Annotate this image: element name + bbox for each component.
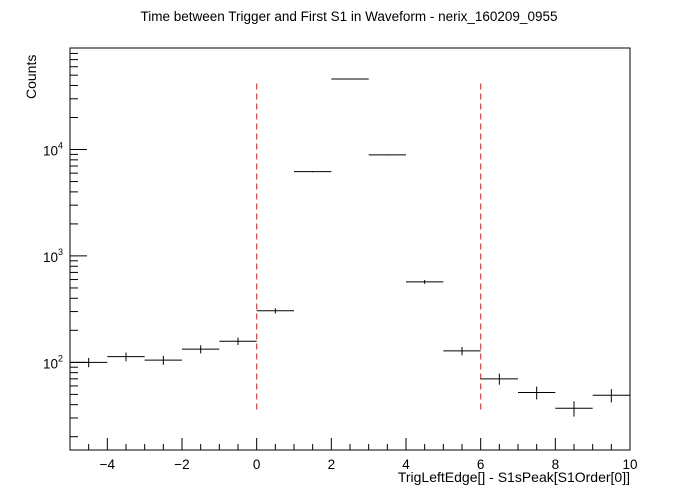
x-tick-label: 10 — [622, 457, 637, 472]
y-axis-label: Counts — [23, 55, 39, 99]
chart-title: Time between Trigger and First S1 in Wav… — [141, 9, 558, 24]
x-tick-label: 2 — [328, 457, 336, 472]
y-tick-label: 103 — [43, 247, 63, 265]
x-tick-label: 6 — [477, 457, 485, 472]
y-tick-label: 104 — [43, 141, 63, 159]
x-tick-label: 0 — [253, 457, 261, 472]
histogram-bin — [256, 308, 294, 314]
x-tick-label: −2 — [174, 457, 189, 472]
x-tick-label: −4 — [100, 457, 116, 472]
y-tick-label: 102 — [43, 353, 63, 371]
x-tick-label: 8 — [552, 457, 560, 472]
histogram-bin — [443, 347, 481, 356]
plot-frame — [69, 47, 631, 451]
histogram-bin — [294, 171, 332, 173]
histogram-bin — [219, 337, 257, 346]
histogram-bin — [107, 352, 145, 362]
x-tick-label: 4 — [402, 457, 410, 472]
histogram-bin — [406, 280, 444, 284]
histogram-bin — [518, 386, 556, 400]
histogram-bin — [480, 373, 518, 385]
histogram-bin — [592, 389, 630, 403]
histogram-bin — [70, 357, 108, 368]
x-axis-label: TrigLeftEdge[] - S1sPeak[S1Order[0]] — [398, 469, 630, 485]
histogram-bin — [182, 345, 220, 354]
histogram-bin — [555, 401, 593, 417]
histogram-bin — [144, 355, 182, 365]
histogram-bin — [368, 154, 406, 156]
